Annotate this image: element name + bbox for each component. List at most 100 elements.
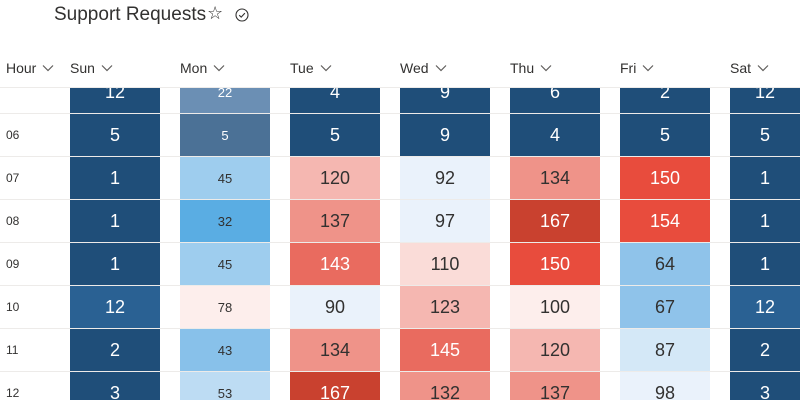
column-header-label: Wed (400, 60, 429, 76)
heatmap-cell-sun: 1 (70, 200, 160, 242)
heatmap-cell-sun: 1 (70, 243, 160, 285)
heatmap-cell-wed: 123 (400, 286, 490, 328)
header-divider (0, 87, 800, 88)
column-header-label: Thu (510, 60, 535, 76)
column-header-thu[interactable]: Thu (510, 60, 552, 76)
chevron-down-icon (540, 65, 552, 72)
column-header-label: Tue (290, 60, 314, 76)
column-header-hour[interactable]: Hour (6, 60, 54, 76)
table-row: 07 1 45 120 92 134 150 1 (0, 157, 800, 200)
heatmap-cell-thu: 134 (510, 157, 600, 199)
chevron-down-icon (435, 65, 446, 72)
heatmap-cell-wed: 9 (400, 88, 490, 113)
heatmap-cell-sat: 1 (730, 243, 800, 285)
heatmap-cell-wed: 97 (400, 200, 490, 242)
chevron-down-icon (320, 65, 332, 72)
heatmap-cell-mon: 45 (180, 243, 270, 285)
column-header-mon[interactable]: Mon (180, 60, 225, 76)
row-divider (0, 328, 800, 329)
heatmap-cell-tue: 143 (290, 243, 380, 285)
heatmap-cell-sat: 1 (730, 157, 800, 199)
column-header-tue[interactable]: Tue (290, 60, 332, 76)
heatmap-cell-fri: 67 (620, 286, 710, 328)
table-row: 06 5 5 5 9 4 5 5 (0, 114, 800, 157)
heatmap-cell-sun: 5 (70, 114, 160, 156)
heatmap-cell-fri: 87 (620, 329, 710, 371)
heatmap-cell-mon: 22 (180, 88, 270, 113)
row-divider (0, 242, 800, 243)
heatmap-cell-mon: 45 (180, 157, 270, 199)
column-header-label: Hour (6, 60, 37, 76)
column-header-row: Hour Sun Mon Tue Wed Thu Fri Sat (0, 52, 800, 86)
row-divider (0, 156, 800, 157)
heatmap-cell-fri: 154 (620, 200, 710, 242)
row-divider (0, 199, 800, 200)
heatmap-cell-thu: 150 (510, 243, 600, 285)
heatmap-cell-tue: 90 (290, 286, 380, 328)
page-title: Support Requests (54, 4, 207, 25)
column-header-sun[interactable]: Sun (70, 60, 113, 76)
table-row: 10 12 78 90 123 100 67 12 (0, 286, 800, 329)
hour-label: 08 (6, 214, 20, 228)
hour-label: 12 (6, 386, 20, 400)
row-divider (0, 113, 800, 114)
hour-label: 10 (6, 300, 20, 314)
chevron-down-icon (101, 65, 113, 72)
check-circle-icon[interactable] (235, 8, 249, 22)
heatmap-cell-tue: 167 (290, 372, 380, 400)
heatmap-cell-fri: 64 (620, 243, 710, 285)
heatmap-cell-sun: 12 (70, 88, 160, 113)
table-row: 12 3 53 167 132 137 98 3 (0, 372, 800, 400)
heatmap-cell-sun: 3 (70, 372, 160, 400)
hour-label: 11 (6, 343, 19, 357)
chevron-down-icon (213, 65, 225, 72)
star-outline-icon[interactable]: ☆ (207, 3, 224, 24)
heatmap-cell-mon: 53 (180, 372, 270, 400)
heatmap-cell-thu: 4 (510, 114, 600, 156)
heatmap-cell-sun: 1 (70, 157, 160, 199)
heatmap-cell-thu: 100 (510, 286, 600, 328)
heatmap-cell-mon: 78 (180, 286, 270, 328)
heatmap-cell-sun: 2 (70, 329, 160, 371)
heatmap-cell-thu: 6 (510, 88, 600, 113)
heatmap-cell-sat: 3 (730, 372, 800, 400)
heatmap-cell-mon: 43 (180, 329, 270, 371)
heatmap-cell-thu: 167 (510, 200, 600, 242)
heatmap-cell-mon: 5 (180, 114, 270, 156)
heatmap-cell-tue: 5 (290, 114, 380, 156)
column-header-label: Sat (730, 60, 752, 76)
heatmap-cell-tue: 120 (290, 157, 380, 199)
heatmap-cell-fri: 5 (620, 114, 710, 156)
column-header-wed[interactable]: Wed (400, 60, 447, 76)
row-divider (0, 285, 800, 286)
heatmap-cell-thu: 137 (510, 372, 600, 400)
heatmap-cell-wed: 145 (400, 329, 490, 371)
row-divider (0, 371, 800, 372)
heatmap-cell-sat: 2 (730, 329, 800, 371)
heatmap-cell-tue: 134 (290, 329, 380, 371)
heatmap-cell-wed: 9 (400, 114, 490, 156)
column-header-sat[interactable]: Sat (730, 60, 769, 76)
heatmap-cell-fri: 150 (620, 157, 710, 199)
heatmap-cell-sat: 12 (730, 88, 800, 113)
column-header-label: Mon (180, 60, 208, 76)
title-bar: Support Requests ☆ (0, 0, 800, 34)
column-header-label: Sun (70, 60, 95, 76)
hour-label: 09 (6, 257, 20, 271)
heatmap-cell-sat: 12 (730, 286, 800, 328)
heatmap-cell-sat: 5 (730, 114, 800, 156)
chevron-down-icon (42, 65, 54, 72)
heatmap-cell-fri: 98 (620, 372, 710, 400)
heatmap-cell-tue: 137 (290, 200, 380, 242)
heatmap-cell-mon: 32 (180, 200, 270, 242)
table-row: 08 1 32 137 97 167 154 1 (0, 200, 800, 243)
chevron-down-icon (757, 65, 769, 72)
column-header-fri[interactable]: Fri (620, 60, 654, 76)
heatmap-cell-fri: 2 (620, 88, 710, 113)
table-row: 09 1 45 143 110 150 64 1 (0, 243, 800, 286)
heatmap-cell-sat: 1 (730, 200, 800, 242)
heatmap-cell-tue: 4 (290, 88, 380, 113)
heatmap-cell-wed: 132 (400, 372, 490, 400)
heatmap-grid: 12 22 4 9 6 2 12 06 5 5 5 9 4 5 5 07 1 45 120 92 134 150 1 08 1 3… (0, 88, 800, 400)
heatmap-cell-thu: 120 (510, 329, 600, 371)
